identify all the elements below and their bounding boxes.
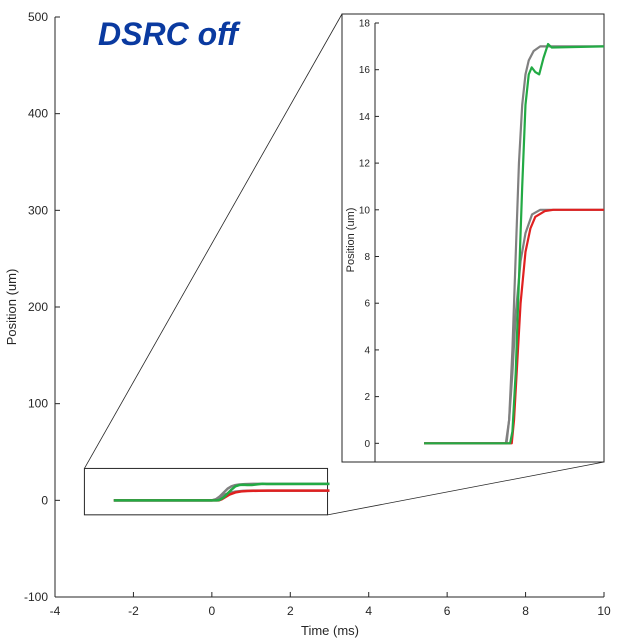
y-tick-label: 0 (41, 493, 48, 507)
inset-series-line-3 (424, 42, 605, 445)
inset-y-tick-label: 6 (364, 299, 370, 310)
zoom-connector-line (84, 13, 343, 469)
inset-y-tick-label: 14 (359, 112, 371, 123)
inset-y-tick-label: 10 (359, 205, 371, 216)
x-tick-label: 0 (209, 604, 216, 618)
y-tick-label: 300 (28, 203, 48, 217)
inset-y-tick-label: 0 (364, 439, 370, 450)
x-tick-label: 4 (365, 604, 372, 618)
inset-y-tick-label: 12 (359, 159, 371, 170)
inset-y-tick-label: 4 (364, 345, 370, 356)
chart-annotation: DSRC off (98, 16, 241, 52)
y-tick-label: 400 (28, 107, 48, 121)
main-series-line-3 (113, 482, 330, 502)
y-tick-label: 100 (28, 397, 48, 411)
x-tick-label: 10 (597, 604, 611, 618)
x-tick-label: 8 (522, 604, 529, 618)
x-tick-label: -2 (128, 604, 139, 618)
y-tick-label: 200 (28, 300, 48, 314)
inset-y-tick-label: 18 (359, 19, 371, 30)
x-axis-label: Time (ms) (301, 623, 359, 638)
inset-y-tick-label: 2 (364, 392, 370, 403)
y-tick-label: 500 (28, 10, 48, 24)
zoom-connector-line (327, 461, 605, 516)
inset-y-tick-label: 16 (359, 65, 371, 76)
x-tick-label: -4 (50, 604, 61, 618)
x-tick-label: 6 (444, 604, 451, 618)
inset-y-axis-label: Position (um) (345, 208, 357, 273)
y-axis-label: Position (um) (4, 269, 19, 346)
y-tick-label: -100 (24, 590, 48, 604)
x-tick-label: 2 (287, 604, 294, 618)
inset-frame (341, 13, 605, 463)
inset-y-tick-label: 8 (364, 252, 370, 263)
